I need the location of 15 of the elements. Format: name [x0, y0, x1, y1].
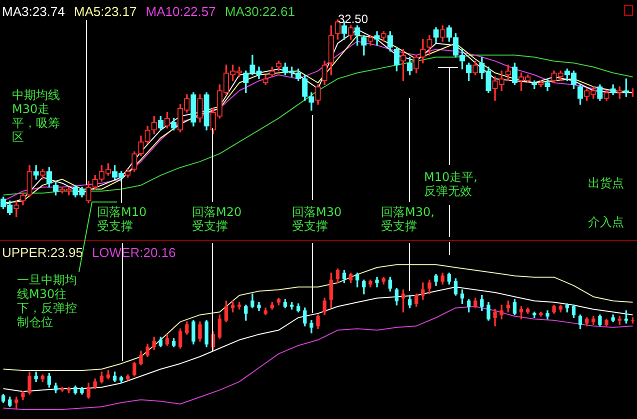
text: UPPER:23.95 [2, 245, 83, 260]
annotation: 32.50 [338, 12, 370, 26]
annotation: 回落M30受支撑 [292, 205, 348, 233]
text: MA3:23.74 [2, 4, 65, 19]
annotation: 中期均线M30走平，吸筹区 [12, 88, 62, 144]
text: MA5:23.17 [74, 4, 137, 19]
annotation: 一旦中期均线M30往下，反弹控制仓位 [17, 273, 79, 329]
text: MA30:22.61 [224, 4, 295, 19]
annotation: 回落M10受支撑 [97, 205, 153, 233]
annotation: M10走平,反弹无效 [424, 170, 484, 198]
annotation: 回落M30,受支撑 [381, 205, 441, 233]
annotation: 介入点 [588, 215, 632, 229]
text: MA10:22.57 [146, 4, 216, 19]
annotation: 出货点 [588, 176, 632, 190]
annotation: 回落M20受支撑 [192, 205, 248, 233]
